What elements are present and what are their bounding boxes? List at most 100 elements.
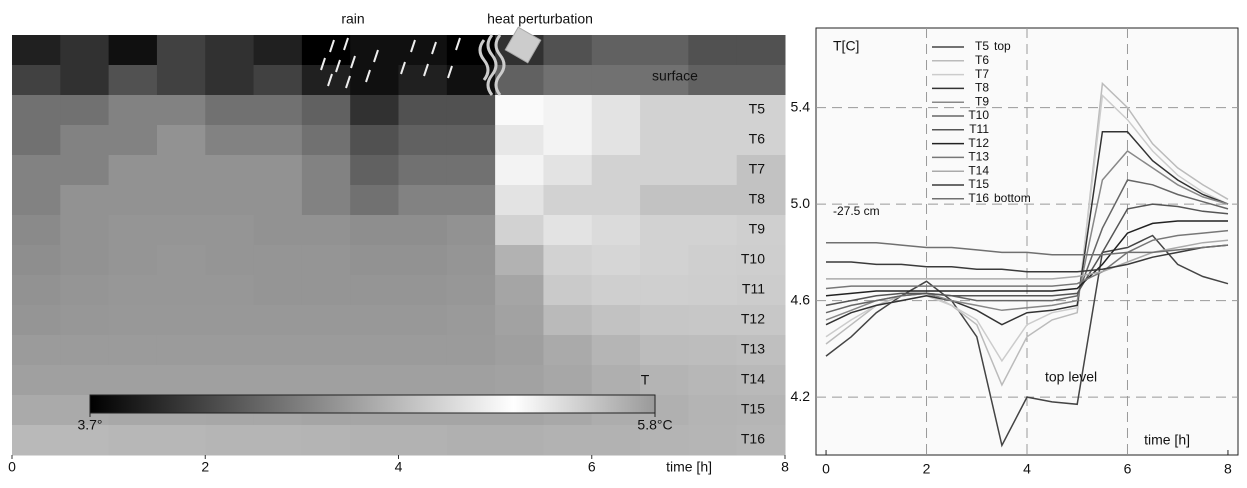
heatmap-cell [108,65,158,96]
colorbar-title: T [641,372,650,388]
heatmap-cell [205,365,255,396]
x-tick-label: 2 [923,461,931,477]
heatmap-cell [495,425,544,456]
heatmap-cell [156,245,206,276]
heatmap-cell [543,185,593,216]
heatmap-cell [446,95,496,126]
heatmap-cell [446,245,496,276]
x-axis-label: time [h] [666,459,712,475]
heatmap-cell [640,335,689,366]
heatmap-cell [398,275,448,306]
heatmap-cell [640,275,689,306]
heatmap-cell [12,125,61,156]
heatmap-cell [398,125,448,156]
heatmap-cell [156,125,206,156]
heatmap-cell [350,185,399,216]
heatmap-cell [350,215,399,246]
heatmap-cell [350,245,399,276]
heatmap-cell [736,65,786,96]
heatmap-panel: T5 T6 T7 T8 T9 T10 T11 T12 T13 T14 T15 T16 0 2 4 6 8 time… [8,11,789,475]
row-label: T13 [741,341,765,357]
heatmap-cell [446,365,496,396]
heatmap-cell [398,185,448,216]
heatmap-cell [398,425,448,456]
legend-note: bottom [994,191,1031,205]
heatmap-cell [205,245,255,276]
heatmap-cell [253,35,303,66]
heatmap-cell [736,335,786,366]
heatmap-cell [591,245,641,276]
heatmap-cell [301,245,351,276]
x-tick-label: 8 [1224,461,1232,477]
heatmap-cell [543,245,593,276]
legend-label: T6 [975,53,989,67]
heatmap-cell [591,35,641,66]
heatmap-cell [446,335,496,366]
heatmap-cell [688,395,738,426]
heatmap-cell [591,305,641,336]
annotation: -27.5 cm [833,204,880,218]
legend-label: T10 [968,108,989,122]
heatmap-cell [253,425,303,456]
heatmap-cell [688,335,738,366]
x-tick-label: 2 [201,459,209,475]
heatmap-cell [253,155,303,186]
legend-label: T5 [975,39,989,53]
heatmap-cell [156,365,206,396]
y-tick-label: 4.6 [791,291,811,307]
heatmap-cell [591,125,641,156]
heatmap-cell [688,95,738,126]
colorbar-tick-label: 5.8°C [637,417,672,433]
heatmap-cell [205,305,255,336]
heatmap-cell [591,185,641,216]
heatmap-cell [108,335,158,366]
annotation: surface [652,68,698,84]
heatmap-cell [205,185,255,216]
heatmap-cell [543,155,593,186]
heatmap-cell [398,155,448,186]
heatmap-cell [495,365,544,396]
heatmap-cell [446,425,496,456]
y-tick-label: 5.0 [791,195,811,211]
legend-label: T13 [968,150,989,164]
heatmap-cell [301,65,351,96]
heatmap-cell [108,215,158,246]
series-line [825,229,1229,290]
heatmap-cell [640,245,689,276]
heatmap-cell [446,275,496,306]
heatmap-cell [60,35,110,66]
heatmap-cell [156,305,206,336]
series-line [825,203,1229,307]
heatmap-cell [736,185,786,216]
heatmap-cell [446,125,496,156]
legend-label: T12 [968,136,989,150]
heatmap-cell [301,275,351,306]
heatmap-cell [591,365,641,396]
heatmap-cell [398,35,448,66]
heatmap-cell [60,65,110,96]
heatmap-cell [301,95,351,126]
heatmap-cell [688,35,738,66]
heatmap-cell [640,425,689,456]
heatmap-cell [156,215,206,246]
heatmap-cell [591,155,641,186]
heatmap-cell [301,335,351,366]
heatmap-cell [301,155,351,186]
heatmap-cell [736,35,786,66]
heatmap-cell [736,95,786,126]
heatmap-cell [156,155,206,186]
heatmap-cell [495,95,544,126]
heatmap-cell [446,185,496,216]
row-label: T10 [741,251,765,267]
heatmap-cell [108,95,158,126]
legend-label: T7 [975,67,989,81]
row-label: T8 [749,191,766,207]
heatmap-cell [688,245,738,276]
heatmap-cell [108,155,158,186]
row-label: T9 [749,221,766,237]
heatmap-cell [688,215,738,246]
heatmap-cell [156,35,206,66]
heatmap-cell [253,365,303,396]
heatmap-cell [60,185,110,216]
